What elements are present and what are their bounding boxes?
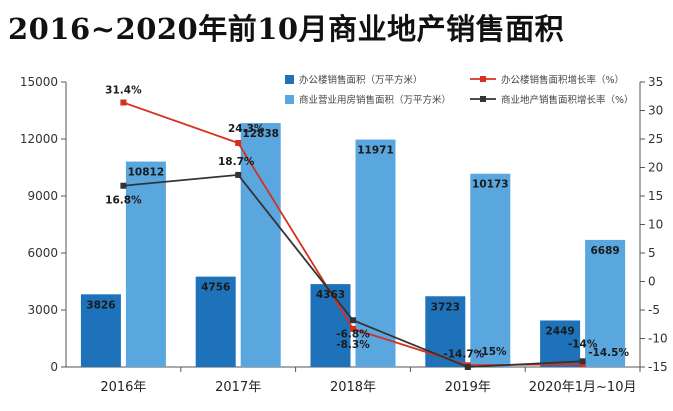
bar-office	[310, 284, 351, 367]
legend-label-commercial: 商业营业用房销售面积（万平方米）	[299, 94, 451, 106]
bar-commercial-value-label: 6689	[590, 245, 619, 257]
right-tick-label: -10	[648, 332, 668, 346]
point-office-growth	[120, 99, 127, 106]
bar-office-value-label: 2449	[545, 325, 574, 337]
office-growth-label: -14.5%	[588, 347, 629, 359]
right-tick-label: 15	[648, 189, 663, 203]
right-tick-label: 35	[648, 75, 663, 89]
left-tick-label: 9000	[27, 189, 58, 203]
point-commercial-growth	[120, 182, 127, 189]
bar-commercial-value-label: 11971	[357, 145, 394, 157]
legend-marker-office-growth	[480, 76, 486, 82]
commercial-growth-label: -14%	[568, 338, 598, 350]
legend: 办公楼销售面积（万平方米） 商业营业用房销售面积（万平方米） 办公楼销售面积增长率（…	[285, 74, 634, 106]
point-commercial-growth	[350, 317, 356, 324]
bar-commercial	[240, 123, 281, 367]
right-tick-label: -5	[648, 303, 660, 317]
commercial-growth-label: 18.7%	[218, 156, 255, 168]
left-tick-label: 0	[50, 360, 58, 374]
bar-commercial-value-label: 10173	[472, 179, 509, 191]
right-tick-label: 25	[648, 132, 663, 146]
data-labels: 3826 10812 4756 12838 4363 11971 3723 10173 2449…	[86, 85, 629, 361]
legend-label-office: 办公楼销售面积（万平方米）	[299, 74, 423, 86]
bar-office	[195, 276, 236, 367]
bar-office	[540, 320, 581, 367]
right-tick-label: 30	[648, 104, 663, 118]
bar-commercial	[585, 239, 626, 367]
x-tick-label: 2019年	[445, 380, 491, 395]
legend-swatch-commercial	[285, 95, 294, 104]
legend-label-commercial-growth: 商业地产销售面积增长率（%）	[501, 94, 634, 106]
bar-commercial-value-label: 12838	[242, 128, 279, 140]
x-tick-label: 2018年	[330, 380, 376, 395]
bar-office-value-label: 3723	[431, 301, 460, 313]
left-tick-label: 15000	[20, 75, 58, 89]
x-tick-label: 2016年	[100, 380, 146, 395]
office-growth-label: 24.3%	[228, 123, 265, 135]
right-tick-label: 10	[648, 218, 663, 232]
point-office-growth	[350, 325, 356, 332]
bar-office-value-label: 4756	[201, 282, 230, 294]
bar-commercial	[470, 173, 511, 367]
commercial-growth-label: 16.8%	[105, 195, 142, 207]
office-growth-label: 31.4%	[105, 85, 142, 97]
left-tick-label: 3000	[27, 303, 58, 317]
bar-office-value-label: 4363	[316, 289, 345, 301]
legend-label-office-growth: 办公楼销售面积增长率（%）	[501, 74, 624, 86]
bar-office	[80, 294, 121, 367]
lines	[120, 99, 586, 370]
point-commercial-growth	[464, 364, 471, 370]
point-office-growth	[235, 139, 242, 146]
office-growth-label: -14.7%	[443, 348, 484, 360]
right-tick-label: 20	[648, 161, 663, 175]
right-tick-label: 5	[648, 246, 656, 260]
left-tick-label: 12000	[20, 132, 58, 146]
bar-office-value-label: 3826	[86, 299, 115, 311]
commercial-growth-label: -15%	[477, 346, 507, 358]
bar-office	[425, 296, 466, 367]
bars	[80, 123, 626, 367]
right-tick-label: -15	[648, 360, 668, 374]
point-commercial-growth	[579, 358, 586, 365]
left-tick-label: 6000	[27, 246, 58, 260]
bar-commercial	[125, 161, 166, 367]
commercial-growth-label: -6.8%	[336, 328, 370, 340]
bar-commercial-value-label: 10812	[128, 167, 165, 179]
right-tick-label: 0	[648, 275, 656, 289]
x-tick-label: 2017年	[215, 380, 261, 395]
x-tick-label: 2020年1月~10月	[529, 380, 637, 395]
point-commercial-growth	[235, 171, 242, 178]
office-growth-label: -8.3%	[336, 339, 370, 351]
chart-title: 2016~2020年前10月商业地产销售面积	[8, 12, 565, 46]
legend-swatch-office	[285, 75, 294, 84]
legend-marker-commercial-growth	[480, 96, 486, 102]
